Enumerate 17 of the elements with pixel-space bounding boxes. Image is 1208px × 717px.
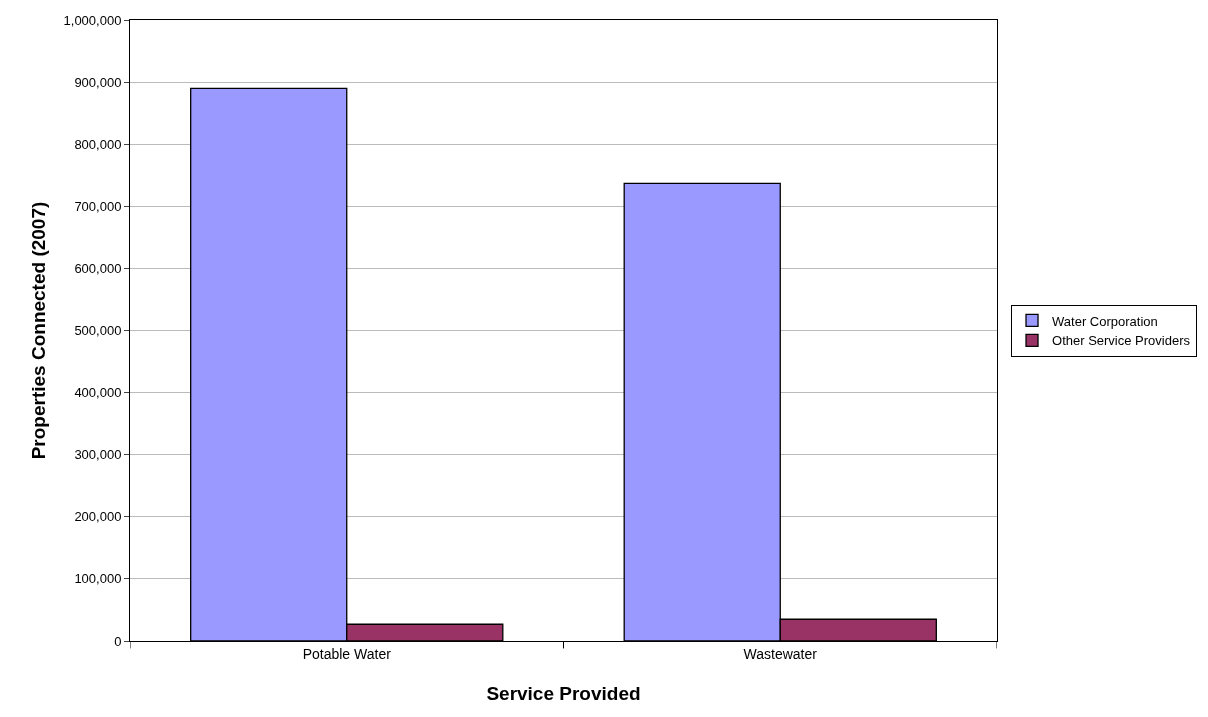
legend-label: Other Service Providers <box>1052 333 1191 349</box>
y-tick-label: 600,000 <box>74 260 122 276</box>
y-tick-label: 800,000 <box>74 136 122 152</box>
y-tick-label: 500,000 <box>74 323 122 339</box>
y-tick-label: 200,000 <box>74 509 122 525</box>
y-tick-label: 1,000,000 <box>63 12 122 28</box>
y-tick-label: 300,000 <box>74 447 122 463</box>
y-tick-label: 0 <box>114 633 122 649</box>
legend-label: Water Corporation <box>1052 313 1158 329</box>
x-tick-label: Wastewater <box>743 645 818 662</box>
y-tick-label: 400,000 <box>74 385 122 401</box>
y-tick-label: 900,000 <box>74 74 122 90</box>
x-axis-title: Service Provided <box>486 682 641 704</box>
y-tick-label: 700,000 <box>74 198 122 214</box>
y-tick-label: 100,000 <box>74 571 122 587</box>
y-axis-title: Properties Connected (2007) <box>28 201 50 460</box>
x-tick-label: Potable Water <box>302 645 392 662</box>
